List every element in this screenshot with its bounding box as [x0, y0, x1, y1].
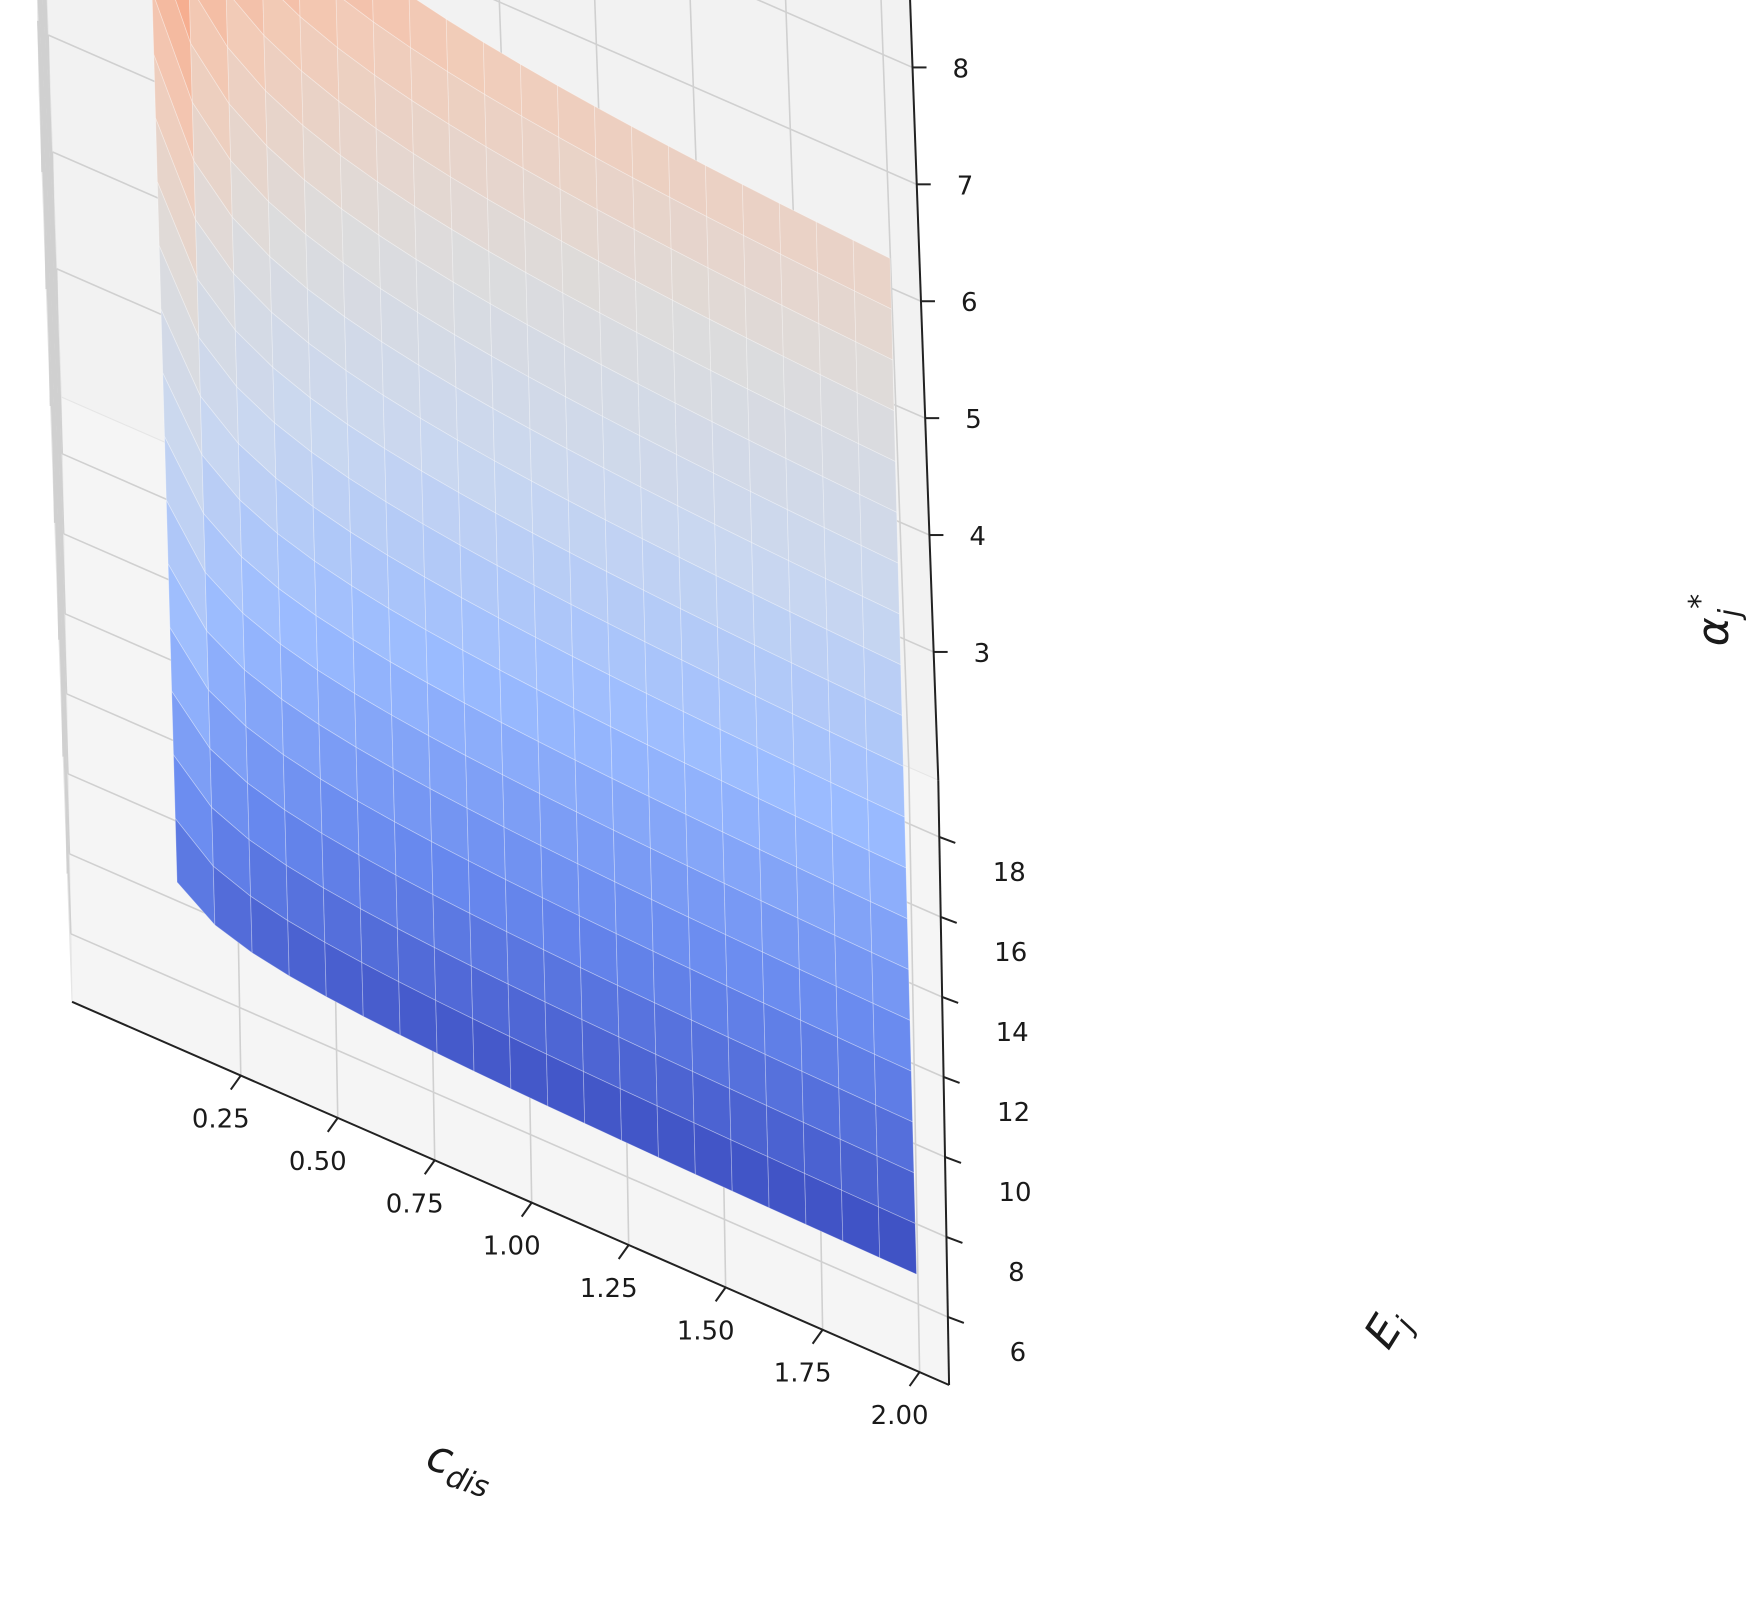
x-tick [908, 1371, 921, 1387]
y-tick [943, 1076, 960, 1084]
grid-line [908, 767, 921, 1373]
x-tick-label: 0.50 [289, 1147, 347, 1177]
x-tick-label: 2.00 [871, 1401, 929, 1431]
z-tick-label: 3 [974, 639, 991, 669]
x-tick-label: 0.75 [386, 1189, 444, 1219]
grid-line [51, 151, 64, 757]
x-tick [714, 1286, 727, 1302]
y-axis-line [937, 780, 951, 1385]
axis-lines [71, 0, 951, 1386]
grid-line [55, 268, 69, 874]
x-tick [520, 1202, 533, 1218]
surface-patch [859, 493, 899, 564]
y-tick-label: 10 [998, 1178, 1031, 1208]
y-tick [938, 836, 956, 844]
x-tick-label: 1.50 [677, 1316, 735, 1346]
grid-line [880, 0, 910, 768]
y-tick [940, 916, 958, 924]
z-axis-line [909, 0, 940, 781]
x-tick-label: 0.25 [192, 1105, 250, 1135]
y-tick-label: 16 [994, 938, 1027, 968]
y-tick-label: 18 [993, 858, 1026, 888]
surface-patch [872, 1002, 912, 1072]
grid-line [47, 34, 60, 640]
y-tick-label: 12 [997, 1098, 1030, 1128]
surface-patch [855, 341, 895, 412]
z-axis-label: αj* [1683, 594, 1748, 646]
surface-patch [877, 1206, 917, 1275]
grid-line [38, 0, 43, 173]
x-tick-label: 1.00 [483, 1232, 541, 1262]
surface-patch [870, 900, 910, 971]
surface-patch [862, 595, 902, 666]
x-axis-line [71, 1000, 950, 1386]
surface-patch [871, 951, 911, 1021]
grid-line [756, 0, 913, 69]
grid-line [40, 0, 48, 290]
x-tick-label: 1.25 [580, 1274, 638, 1304]
x-tick [423, 1159, 436, 1175]
y-tick [944, 1156, 962, 1164]
tick-marks [229, 66, 965, 1387]
x-tick [617, 1244, 630, 1260]
grid-line [70, 933, 949, 1318]
y-tick [941, 996, 959, 1004]
z-tick-label: 4 [969, 522, 986, 552]
x-tick [326, 1117, 339, 1133]
x-tick [229, 1074, 242, 1091]
z-tick-label: 7 [957, 171, 974, 201]
z-tick-label: 8 [953, 54, 970, 84]
y-axis-label: Ej [1354, 1299, 1423, 1361]
y-tick [946, 1236, 963, 1244]
y-tick [947, 1316, 965, 1324]
surface-patch [233, 0, 265, 37]
x-tick-label: 1.75 [774, 1359, 832, 1389]
surface-mesh [151, 0, 917, 1275]
surface-patch [852, 239, 892, 310]
axis-labels: cdis Ej αj* 0.25 0.50 0.75 1.00 1.25 1.50 1.75… [192, 54, 1748, 1506]
surface-patch [866, 748, 906, 818]
z-tick-label: 5 [965, 405, 982, 435]
grid-line [492, 0, 918, 186]
grid-line [44, 0, 56, 523]
y-tick-label: 6 [1010, 1338, 1027, 1368]
z-tick-label: 6 [961, 288, 978, 318]
surface-patch [860, 544, 900, 615]
surface-patch [282, 0, 301, 18]
y-tick-label: 8 [1008, 1258, 1025, 1288]
x-axis-label: cdis [418, 1430, 500, 1506]
y-tick-label: 14 [996, 1018, 1029, 1048]
x-tick [811, 1329, 824, 1345]
grid-line [42, 0, 52, 406]
